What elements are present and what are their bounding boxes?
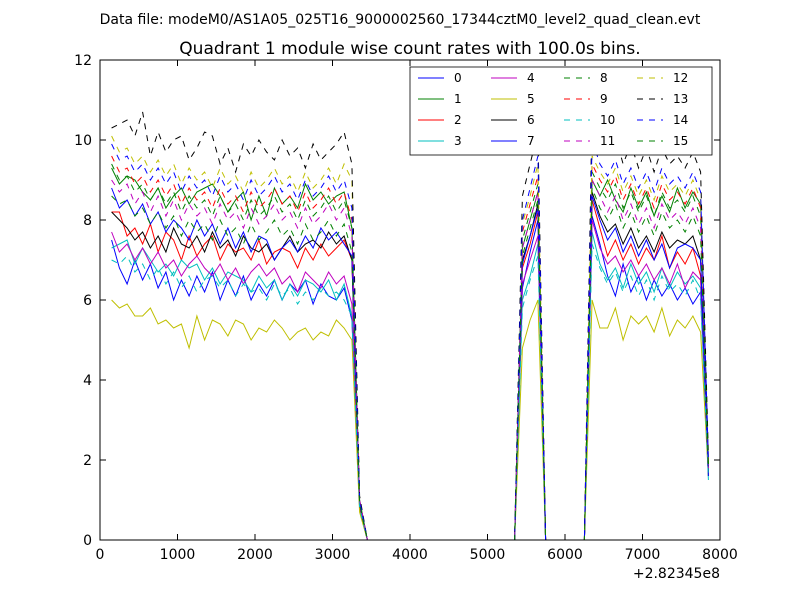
y-tick-label: 4 [83, 373, 92, 389]
legend-label-14: 14 [673, 113, 688, 127]
series-line-4 [111, 219, 709, 541]
chart-suptitle: Data file: modeM0/AS1A05_025T16_90000025… [100, 12, 701, 28]
series-line-14 [111, 139, 709, 541]
legend-label-5: 5 [527, 92, 535, 106]
legend-label-8: 8 [600, 71, 608, 85]
legend-label-4: 4 [527, 71, 535, 85]
x-tick-label: 6000 [547, 547, 583, 563]
x-tick-label: 5000 [470, 547, 506, 563]
series-layer [111, 107, 709, 541]
x-tick-label: 4000 [392, 547, 428, 563]
legend-label-9: 9 [600, 92, 608, 106]
legend-box [409, 66, 713, 156]
series-line-3 [111, 231, 709, 541]
legend-label-2: 2 [454, 113, 462, 127]
series-line-5 [111, 299, 709, 541]
legend-label-12: 12 [673, 71, 688, 85]
legend-label-7: 7 [527, 134, 535, 148]
series-line-11 [111, 179, 709, 541]
y-tick-label: 6 [83, 293, 92, 309]
legend-label-11: 11 [600, 134, 615, 148]
legend-label-1: 1 [454, 92, 462, 106]
x-axis: 0 1000 2000 3000 4000 5000 6000 7000 8000 [96, 60, 738, 563]
y-tick-label: 2 [83, 453, 92, 469]
x-tick-label: 8000 [702, 547, 738, 563]
legend-label-0: 0 [454, 71, 462, 85]
series-line-8 [111, 163, 709, 541]
legend-label-3: 3 [454, 134, 462, 148]
series-line-2 [111, 199, 709, 541]
y-tick-label: 8 [83, 213, 92, 229]
series-line-12 [111, 135, 709, 541]
legend-label-10: 10 [600, 113, 615, 127]
legend-label-15: 15 [673, 134, 688, 148]
series-line-15 [111, 187, 709, 541]
legend-label-13: 13 [673, 92, 688, 106]
x-axis-offset-label: +2.82345e8 [633, 566, 720, 582]
x-tick-label: 1000 [160, 547, 196, 563]
series-line-13 [111, 107, 709, 541]
x-tick-label: 7000 [625, 547, 661, 563]
legend-label-6: 6 [527, 113, 535, 127]
series-line-10 [111, 243, 709, 541]
x-tick-label: 2000 [237, 547, 273, 563]
y-tick-label: 0 [83, 533, 92, 549]
series-line-9 [111, 155, 709, 541]
y-tick-label: 12 [74, 53, 92, 69]
chart-title: Quadrant 1 module wise count rates with … [179, 39, 640, 59]
series-line-0 [111, 215, 709, 541]
series-line-6 [111, 191, 709, 541]
series-line-7 [111, 187, 709, 541]
x-tick-label: 3000 [315, 547, 351, 563]
series-line-1 [111, 167, 709, 541]
x-tick-label: 0 [96, 547, 105, 563]
y-tick-label: 10 [74, 133, 92, 149]
